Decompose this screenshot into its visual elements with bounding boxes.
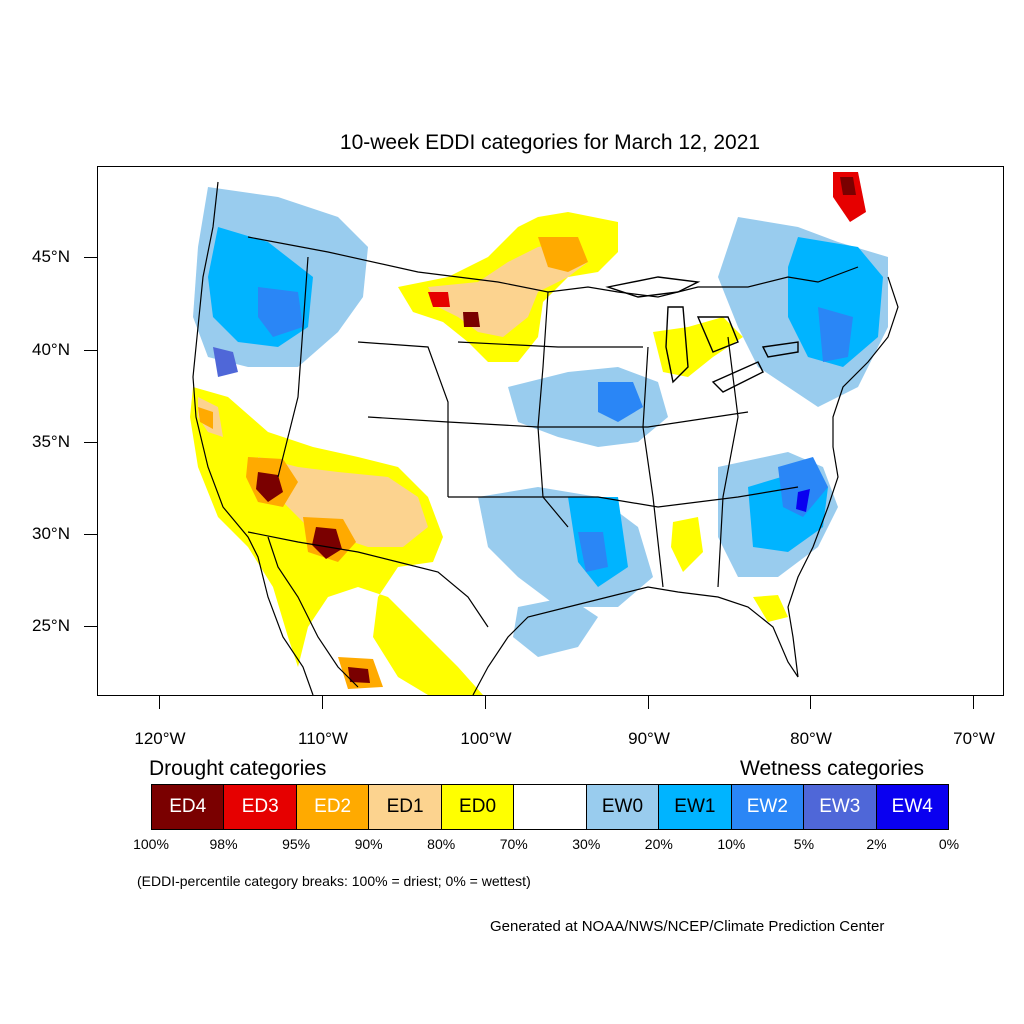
region-ew2-carolina [778, 457, 828, 517]
lake-huron [696, 316, 739, 353]
legend-break-label: 80% [427, 836, 456, 852]
map-title: 10-week EDDI categories for March 12, 20… [339, 131, 761, 154]
region-ed3-northdakota [428, 292, 450, 307]
lon-tick-120 [159, 696, 160, 709]
wetness-regions [193, 187, 888, 657]
lat-label-30: 30°N [32, 524, 70, 543]
baja-coast [267, 536, 359, 688]
drought-heading: Drought categories [149, 757, 327, 780]
east-coastline [787, 276, 899, 678]
region-ew3-oregon [213, 347, 238, 377]
lon-label-110: 110°W [298, 729, 348, 748]
region-ed1-southwest [258, 457, 428, 547]
lon-tick-70 [973, 696, 974, 709]
legend-color-bar: ED4 ED3 ED2 ED1 ED0 EW0 EW1 EW2 EW3 EW4 [151, 784, 949, 830]
region-ed4-mexico [348, 667, 370, 683]
state-line-6 [642, 346, 664, 588]
lat-label-40: 40°N [32, 340, 70, 359]
lon-label-70: 70°W [953, 729, 995, 748]
lat-tick-25 [84, 626, 97, 627]
legend-cell-ew1: EW1 [659, 785, 732, 829]
eddi-map [97, 166, 1004, 696]
lon-tick-90 [648, 696, 649, 709]
credit-line: Generated at NOAA/NWS/NCEP/Climate Predi… [490, 918, 885, 935]
boundaries [192, 181, 899, 695]
drought-regions [190, 172, 866, 695]
lon-tick-110 [322, 696, 323, 709]
lake-ontario [761, 341, 799, 358]
legend-cell-ew0: EW0 [586, 785, 660, 829]
legend-break-label: 98% [209, 836, 238, 852]
lon-label-90: 90°W [628, 729, 670, 748]
lat-tick-30 [84, 534, 97, 535]
legend-cell-ed2: ED2 [296, 785, 370, 829]
legend-break-label: 95% [282, 836, 311, 852]
legend-break-label: 5% [793, 836, 815, 852]
region-ew0-southcentral [478, 487, 653, 607]
region-ew2-louisiana [578, 532, 608, 572]
region-ew2-newengland [818, 307, 853, 362]
wetness-heading: Wetness categories [740, 757, 925, 780]
region-ed0-alabama [671, 517, 703, 572]
region-ed4-arizona [312, 527, 342, 559]
region-ew4-carolina-coast [796, 489, 810, 512]
canada-border [247, 236, 859, 298]
region-ew1-northeast [788, 237, 883, 367]
lat-tick-40 [84, 350, 97, 351]
legend-break-label: 0% [938, 836, 960, 852]
lake-erie [711, 361, 764, 393]
legend-cell-ed3: ED3 [224, 785, 297, 829]
legend-break-label: 90% [354, 836, 383, 852]
region-ed2-calcoast [198, 407, 213, 429]
map-canvas [190, 172, 899, 695]
legend-break-label: 30% [572, 836, 601, 852]
legend-cell-ew2: EW2 [731, 785, 805, 829]
lat-label-35: 35°N [32, 432, 70, 451]
legend-cell-ed4: ED4 [152, 785, 225, 829]
lon-tick-100 [485, 696, 486, 709]
region-ed4-quebec-core [840, 177, 856, 195]
state-line-8 [457, 341, 643, 348]
region-ed4-southdakota [463, 312, 480, 327]
state-line-1 [277, 256, 309, 478]
lat-tick-35 [84, 442, 97, 443]
lon-label-80: 80°W [790, 729, 832, 748]
lat-label-25: 25°N [32, 616, 70, 635]
lon-label-100: 100°W [460, 729, 512, 748]
mexico-gulf-coast [472, 586, 799, 695]
state-line-7 [717, 336, 739, 588]
west-coastline [192, 181, 314, 695]
state-line-5 [537, 291, 569, 528]
lat-label-45: 45°N [32, 247, 70, 266]
legend-break-label: 2% [866, 836, 887, 852]
region-ew0-texas-gulf [513, 597, 598, 657]
lon-tick-80 [810, 696, 811, 709]
region-ed2-plains [538, 237, 588, 272]
lat-tick-45 [84, 257, 97, 258]
legend-cell-ew4: EW4 [876, 785, 948, 829]
state-line-2 [357, 341, 449, 497]
region-ed0-greatlakes [653, 317, 743, 377]
lake-michigan [665, 306, 689, 384]
legend-cell-neutral [514, 785, 587, 829]
legend-cell-ed1: ED1 [369, 785, 442, 829]
lake-superior [605, 276, 701, 298]
legend-break-label: 70% [499, 836, 528, 852]
legend-break-label: 10% [717, 836, 746, 852]
lakes [605, 276, 799, 393]
mexico-border [247, 531, 489, 628]
category-note: (EDDI-percentile category breaks: 100% =… [137, 873, 531, 889]
region-ew2-idaho [258, 287, 303, 337]
region-ew2-midwest [598, 382, 643, 422]
legend-cell-ed0: ED0 [441, 785, 515, 829]
state-line-4 [448, 486, 799, 508]
region-ed4-nevada [256, 472, 283, 502]
lon-label-120: 120°W [134, 729, 186, 748]
legend-break-label: 100% [133, 836, 169, 852]
legend-break-label: 20% [644, 836, 673, 852]
legend-cell-ew3: EW3 [804, 785, 877, 829]
region-ed0-florida [753, 595, 788, 622]
